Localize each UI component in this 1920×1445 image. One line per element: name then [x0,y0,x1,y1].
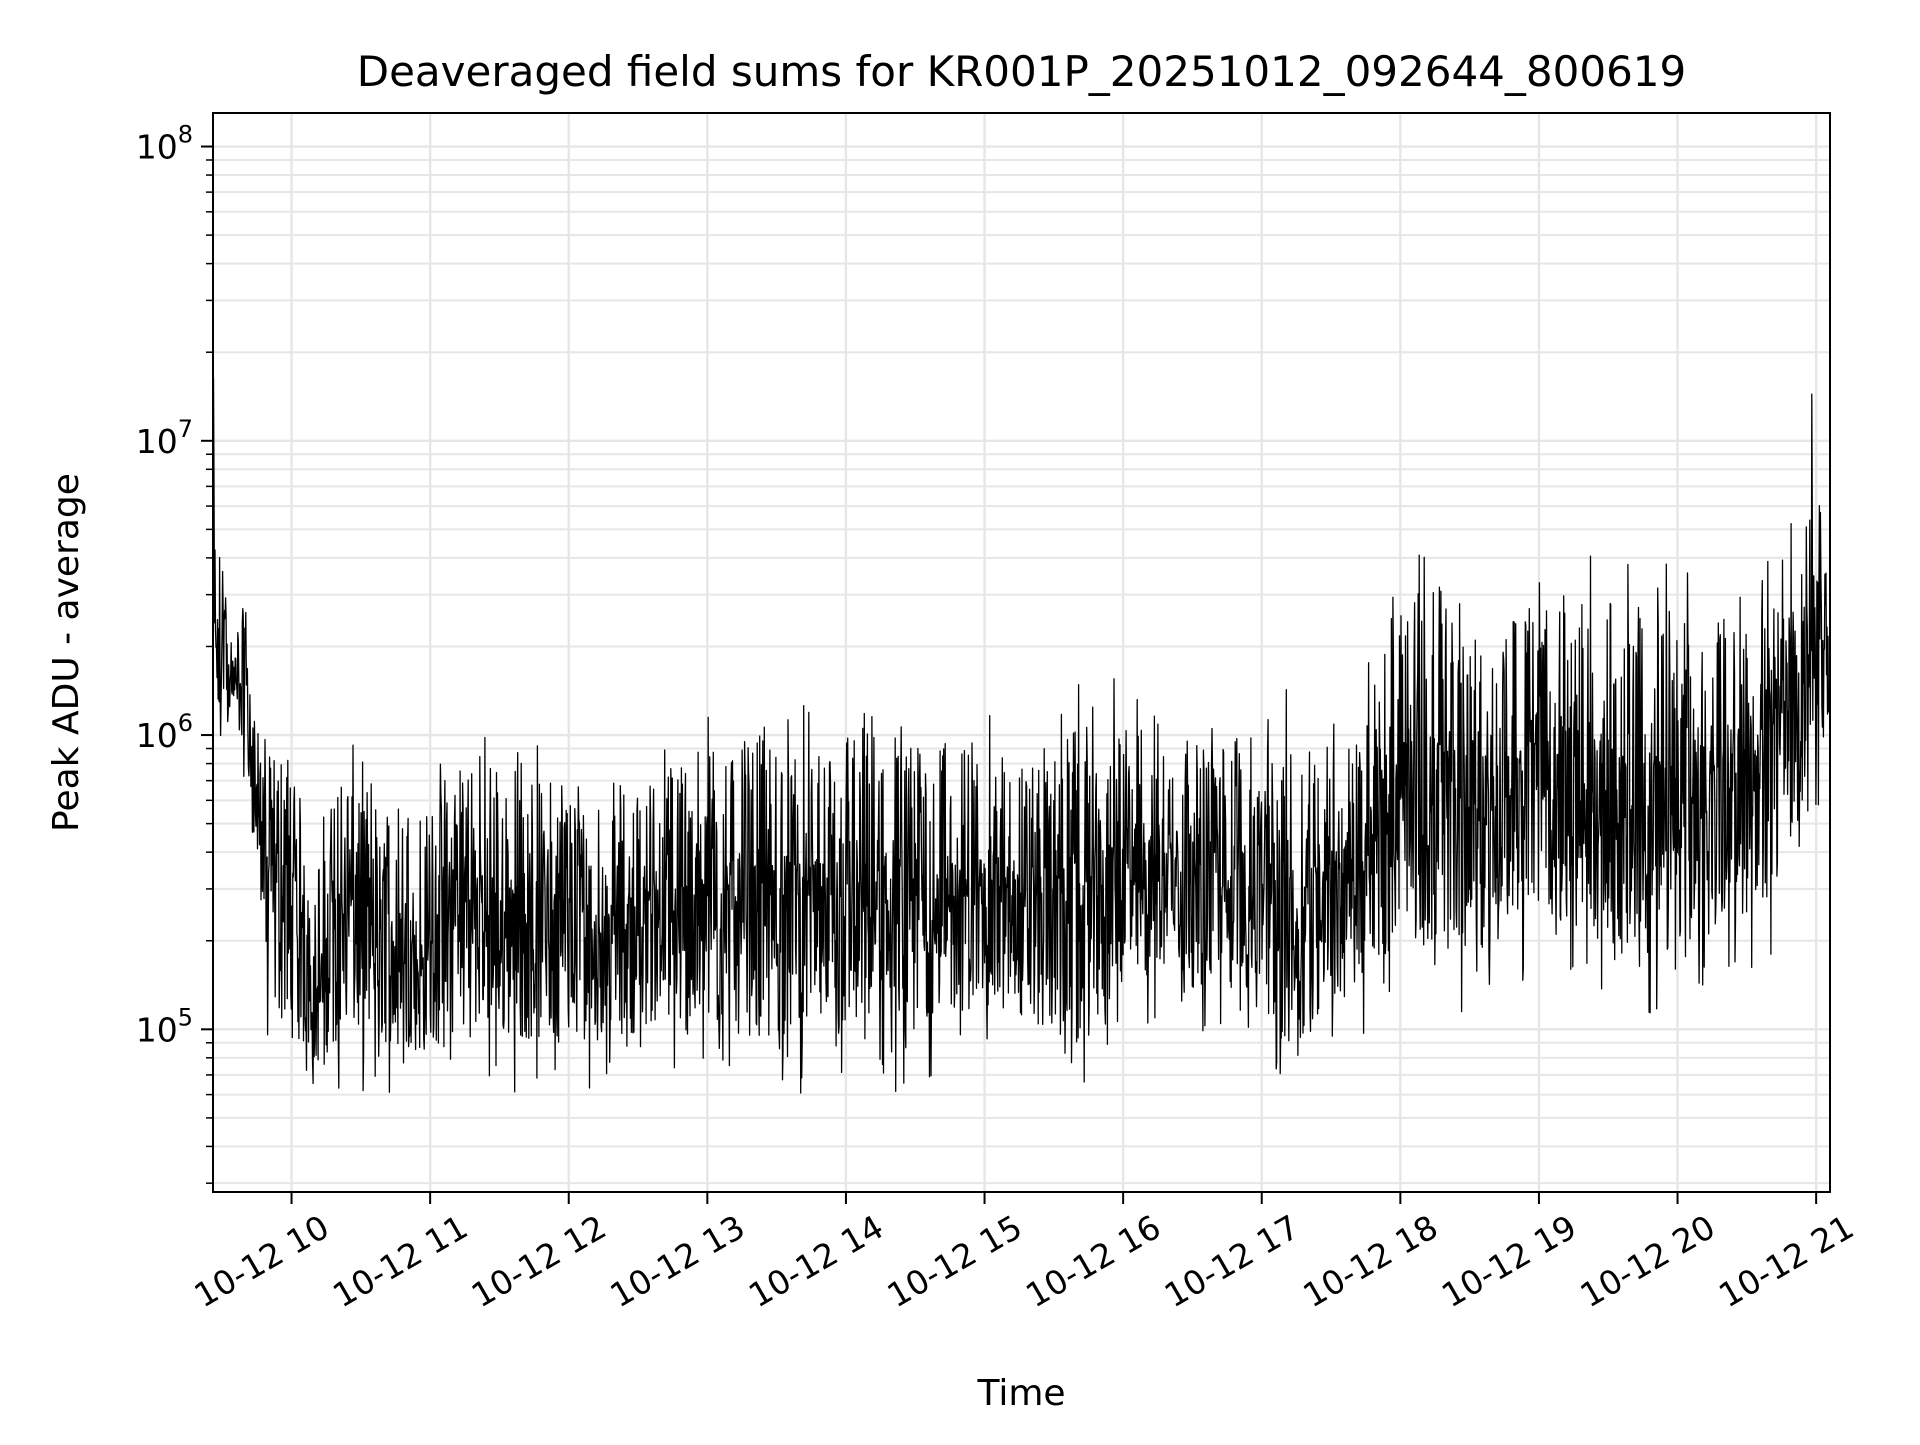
y-tick-base: 10 [136,422,178,461]
x-tick-label: 10-12 21 [1712,1207,1860,1315]
x-tick-label: 10-12 19 [1435,1207,1583,1315]
x-tick-label: 10-12 16 [1019,1207,1167,1315]
y-tick-label: 106 [136,709,193,755]
series-area [212,377,1831,1094]
y-tick-exponent: 6 [178,709,193,737]
x-tick-label: 10-12 18 [1296,1207,1444,1315]
x-tick-label: 10-12 10 [188,1207,336,1315]
y-tick-base: 10 [136,716,178,755]
y-tick-exponent: 8 [178,121,193,149]
x-tick-label: 10-12 12 [465,1207,613,1315]
plot-frame [212,112,1831,1193]
x-tick-label: 10-12 11 [326,1207,474,1315]
y-tick-base: 10 [136,128,178,167]
y-tick-exponent: 7 [178,415,193,443]
series-line [212,377,1831,1094]
y-tick-label: 105 [136,1003,193,1049]
x-tick-label: 10-12 14 [742,1207,890,1315]
x-tick-label: 10-12 13 [603,1207,751,1315]
y-tick-label: 108 [136,121,193,167]
y-tick-label: 107 [136,415,193,461]
x-tick-label: 10-12 20 [1574,1207,1722,1315]
y-tick-base: 10 [136,1010,178,1049]
x-tick-label: 10-12 15 [881,1207,1029,1315]
y-tick-exponent: 5 [178,1003,193,1031]
x-tick-label: 10-12 17 [1158,1207,1306,1315]
y-axis-label: Peak ADU - average [46,473,87,832]
x-axis-label: Time [976,1373,1065,1414]
chart-title: Deaveraged field sums for KR001P_2025101… [357,47,1687,96]
